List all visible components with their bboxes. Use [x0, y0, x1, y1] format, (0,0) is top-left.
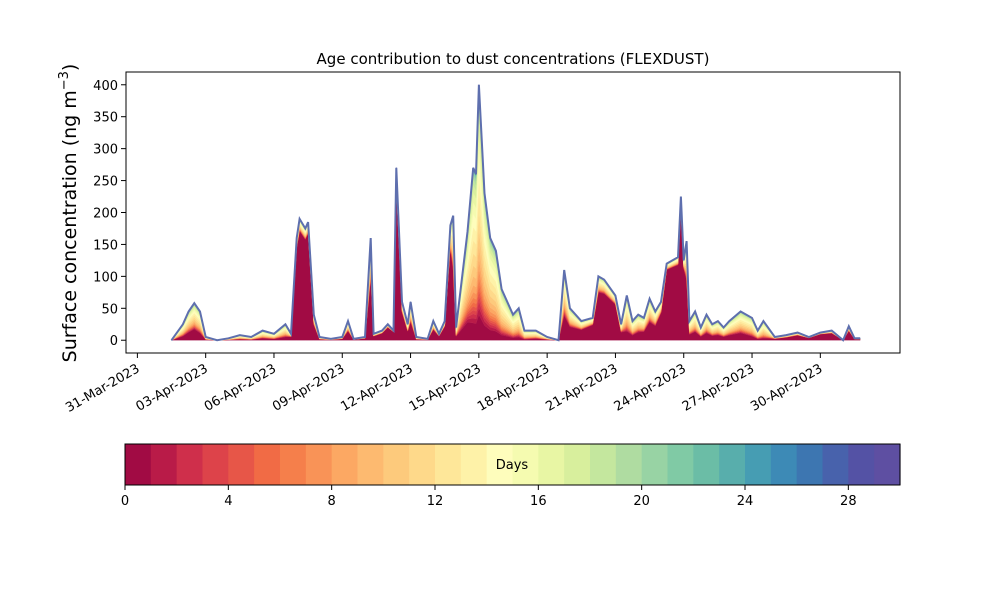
- colorbar-bin: [176, 444, 204, 485]
- age-band-day-21: [171, 88, 861, 341]
- x-tick-label: 24-Apr-2023: [612, 361, 689, 414]
- y-tick-label: 300: [93, 143, 118, 158]
- colorbar-bin: [357, 444, 384, 485]
- age-band-day-24: [171, 85, 861, 341]
- colorbar-tick-label: 12: [427, 494, 444, 509]
- colorbar-bin: [383, 444, 410, 485]
- x-tick-label: 21-Apr-2023: [543, 361, 620, 414]
- colorbar-bin: [719, 444, 746, 485]
- colorbar-bin: [331, 444, 359, 485]
- x-tick-label: 12-Apr-2023: [338, 361, 415, 414]
- colorbar-tick-label: 28: [840, 494, 857, 509]
- colorbar-bin: [615, 444, 643, 485]
- colorbar-bin: [667, 444, 694, 485]
- x-tick-label: 09-Apr-2023: [270, 361, 347, 414]
- colorbar-tick-label: 16: [530, 494, 547, 509]
- y-axis-label-close: ): [59, 64, 81, 71]
- colorbar-bin: [822, 444, 849, 485]
- colorbar-bin: [564, 444, 591, 485]
- stacked-age-areas: [170, 84, 861, 342]
- y-axis-label: Surface concentration (ng m−3): [57, 64, 81, 363]
- y-tick-label: 250: [93, 175, 118, 190]
- age-band-day-23: [171, 85, 861, 341]
- colorbar-bin: [848, 444, 875, 485]
- colorbar-frame: [124, 443, 901, 486]
- colorbar-bin: [693, 444, 720, 485]
- colorbar-bin: [202, 444, 229, 485]
- y-tick-label: 200: [93, 207, 118, 222]
- age-band-day-19: [171, 94, 861, 341]
- colorbar-bin: [125, 444, 152, 485]
- y-tick-label: 100: [93, 270, 118, 285]
- age-band-day-26: [171, 85, 861, 341]
- colorbar-bin: [435, 444, 462, 485]
- colorbar-tick-label: 0: [121, 494, 129, 509]
- x-tick-label: 15-Apr-2023: [407, 361, 484, 414]
- colorbar-bin: [745, 444, 772, 485]
- colorbar-tick-label: 4: [224, 494, 232, 509]
- colorbar-tick-label: 20: [633, 494, 650, 509]
- colorbar-bin: [874, 444, 901, 485]
- colorbar-bin: [512, 444, 539, 485]
- age-band-day-15: [171, 136, 861, 341]
- y-axis: 0 50 100 150 200 250 300 350 400: [93, 79, 126, 349]
- colorbar-bin: [460, 444, 488, 485]
- x-tick-label: 18-Apr-2023: [475, 361, 552, 414]
- x-tick-label: 31-Mar-2023: [63, 361, 142, 415]
- colorbar-bin: [590, 444, 617, 485]
- x-tick-label: 30-Apr-2023: [748, 361, 825, 414]
- y-tick-label: 150: [93, 238, 118, 253]
- colorbar-bin: [254, 444, 281, 485]
- total-concentration-line: [170, 84, 861, 342]
- colorbar: Days 0 4 8 12 16 20 24 28: [121, 443, 901, 509]
- y-tick-label: 0: [110, 334, 118, 349]
- x-axis: 31-Mar-202303-Apr-202306-Apr-202309-Apr-…: [63, 353, 825, 416]
- age-band-day-20: [171, 90, 861, 341]
- age-band-day-16: [171, 121, 861, 341]
- y-tick-label: 50: [101, 302, 118, 317]
- x-tick-label: 03-Apr-2023: [134, 361, 211, 414]
- colorbar-label: Days: [496, 458, 529, 473]
- x-tick-label: 27-Apr-2023: [680, 361, 757, 414]
- colorbar-tick-label: 8: [328, 494, 336, 509]
- age-band-day-22: [171, 86, 861, 341]
- age-band-day-27: [171, 84, 861, 341]
- age-band-day-28: [171, 84, 861, 341]
- colorbar-tick-label: 24: [737, 494, 754, 509]
- colorbar-bin: [150, 444, 178, 485]
- colorbar-bin: [770, 444, 798, 485]
- x-tick-label: 06-Apr-2023: [202, 361, 279, 414]
- colorbar-bin: [305, 444, 333, 485]
- y-axis-label-superscript: −3: [57, 71, 72, 90]
- age-band-day-25: [171, 85, 861, 341]
- colorbar-bin: [486, 444, 514, 485]
- y-tick-label: 350: [93, 111, 118, 126]
- chart-title: Age contribution to dust concentrations …: [317, 50, 710, 68]
- colorbar-bin: [228, 444, 255, 485]
- colorbar-bin: [409, 444, 436, 485]
- colorbar-bin: [280, 444, 307, 485]
- age-band-day-18: [171, 101, 861, 341]
- age-band-day-29: [171, 84, 861, 341]
- y-tick-label: 400: [93, 79, 118, 94]
- plot-frame: [125, 71, 901, 354]
- age-band-day-17: [171, 109, 861, 341]
- y-axis-label-main: Surface concentration (ng m: [59, 90, 81, 362]
- colorbar-bin: [641, 444, 669, 485]
- colorbar-bin: [538, 444, 565, 485]
- colorbar-bin: [796, 444, 824, 485]
